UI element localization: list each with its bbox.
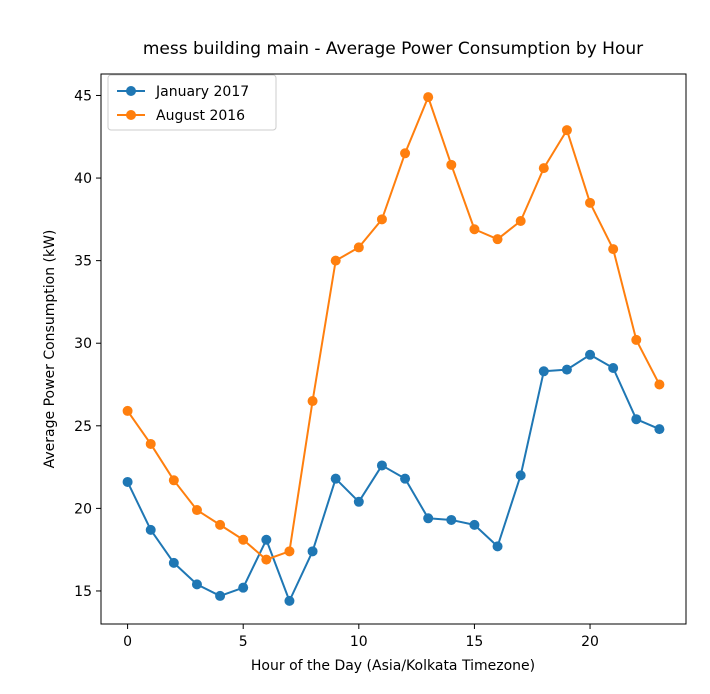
x-tick-label: 5 — [239, 634, 248, 650]
data-point — [400, 473, 411, 484]
data-point — [492, 234, 503, 245]
y-tick-label: 30 — [74, 336, 92, 352]
y-tick-label: 25 — [74, 419, 92, 435]
data-point — [330, 255, 341, 266]
data-point — [145, 438, 156, 449]
y-axis-label: Average Power Consumption (kW) — [42, 230, 58, 469]
data-point — [585, 349, 596, 360]
data-point — [238, 534, 249, 545]
data-point — [561, 125, 572, 136]
x-axis: 0 5 10 15 20 — [123, 624, 599, 650]
legend-marker — [126, 110, 136, 120]
x-tick-label: 0 — [123, 634, 132, 650]
data-point — [376, 460, 387, 471]
data-point — [191, 505, 202, 516]
data-point — [191, 579, 202, 590]
data-point — [122, 476, 133, 487]
y-tick-label: 35 — [74, 254, 92, 270]
x-axis-label: Hour of the Day (Asia/Kolkata Timezone) — [251, 658, 535, 674]
data-point — [376, 214, 387, 225]
y-tick-label: 20 — [74, 501, 92, 517]
data-point — [446, 159, 457, 170]
data-point — [122, 405, 133, 416]
series-1 — [122, 92, 665, 565]
x-tick-label: 20 — [581, 634, 599, 650]
data-point — [215, 590, 226, 601]
legend: January 2017 August 2016 — [107, 74, 277, 131]
plot-area — [122, 92, 665, 606]
data-point — [307, 546, 318, 557]
data-point — [353, 242, 364, 253]
data-point — [469, 224, 480, 235]
data-point — [515, 470, 526, 481]
data-point — [538, 366, 549, 377]
data-point — [608, 362, 619, 373]
legend-item: August 2016 — [117, 108, 245, 124]
data-point — [538, 163, 549, 174]
data-point — [469, 519, 480, 530]
data-point — [561, 364, 572, 375]
y-tick-label: 40 — [74, 171, 92, 187]
series-0 — [122, 349, 665, 606]
data-point — [423, 92, 434, 103]
data-point — [631, 414, 642, 425]
data-point — [654, 379, 665, 390]
data-point — [284, 595, 295, 606]
data-point — [654, 424, 665, 435]
y-tick-label: 15 — [74, 584, 92, 600]
legend-item: January 2017 — [117, 84, 249, 100]
x-tick-label: 10 — [350, 634, 368, 650]
data-point — [446, 514, 457, 525]
legend-label: January 2017 — [155, 84, 249, 100]
y-tick-label: 45 — [74, 88, 92, 104]
data-point — [353, 496, 364, 507]
data-point — [608, 244, 619, 255]
data-point — [238, 582, 249, 593]
data-point — [585, 197, 596, 208]
legend-label: August 2016 — [156, 108, 245, 124]
data-point — [492, 541, 503, 552]
y-axis: 15 20 25 30 35 40 45 — [74, 88, 101, 600]
data-point — [261, 554, 272, 565]
x-tick-label: 15 — [466, 634, 484, 650]
data-point — [215, 519, 226, 530]
data-point — [330, 473, 341, 484]
data-point — [168, 475, 179, 486]
data-point — [423, 513, 434, 524]
data-point — [145, 524, 156, 535]
chart-title: mess building main - Average Power Consu… — [143, 39, 643, 59]
data-point — [400, 148, 411, 159]
data-point — [284, 546, 295, 557]
axes-frame — [100, 73, 687, 625]
data-point — [168, 557, 179, 568]
data-point — [307, 396, 318, 407]
data-point — [515, 215, 526, 226]
data-point — [631, 334, 642, 345]
legend-marker — [126, 86, 136, 96]
data-point — [261, 534, 272, 545]
legend-box — [107, 74, 277, 131]
